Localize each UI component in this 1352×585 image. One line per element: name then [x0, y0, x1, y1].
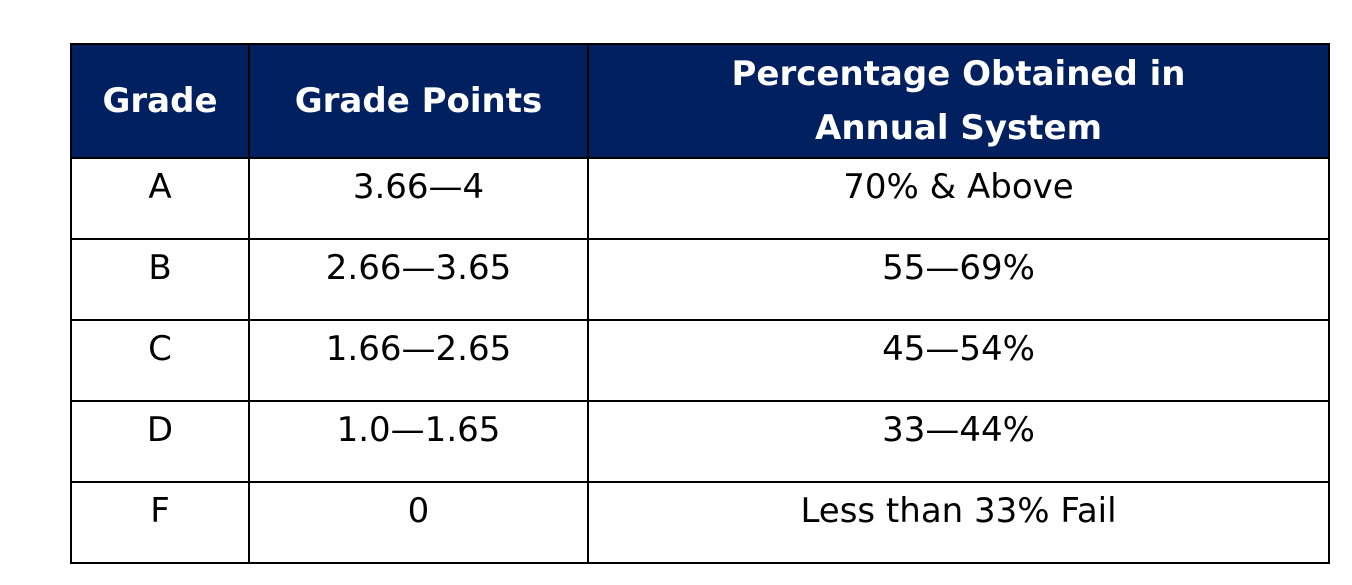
- header-cell: Grade: [70, 43, 250, 159]
- table-row: F 0 Less than 33% Fail: [70, 481, 1330, 564]
- table-cell: C: [70, 319, 250, 402]
- table-cell: 0: [248, 481, 589, 564]
- table-cell: 2.66—3.65: [248, 238, 589, 321]
- table-row: A 3.66—4 70% & Above: [70, 157, 1330, 240]
- table-cell: F: [70, 481, 250, 564]
- header-text: Grade Points: [294, 81, 543, 121]
- table-cell: B: [70, 238, 250, 321]
- table-cell: 45—54%: [587, 319, 1330, 402]
- header-cell: Grade Points: [248, 43, 589, 159]
- table-cell: Less than 33% Fail: [587, 481, 1330, 564]
- grade-table: Grade Grade Points Percentage Obtained in …: [70, 43, 1330, 564]
- header-text: Percentage Obtained in Annual System: [731, 54, 1186, 148]
- table-cell: 1.66—2.65: [248, 319, 589, 402]
- table-cell: 1.0—1.65: [248, 400, 589, 483]
- table-row: D 1.0—1.65 33—44%: [70, 400, 1330, 483]
- table-cell: 33—44%: [587, 400, 1330, 483]
- header-text: Grade: [102, 81, 218, 121]
- table-row: B 2.66—3.65 55—69%: [70, 238, 1330, 321]
- table-row: C 1.66—2.65 45—54%: [70, 319, 1330, 402]
- table-cell: 55—69%: [587, 238, 1330, 321]
- table-cell: D: [70, 400, 250, 483]
- header-cell: Percentage Obtained in Annual System: [587, 43, 1330, 159]
- table-cell: 70% & Above: [587, 157, 1330, 240]
- header-row: Grade Grade Points Percentage Obtained in …: [70, 43, 1330, 159]
- table-body: A 3.66—4 70% & Above B 2.66—3.65 55—69% C 1.66—…: [70, 157, 1330, 564]
- table-cell: A: [70, 157, 250, 240]
- table-cell: 3.66—4: [248, 157, 589, 240]
